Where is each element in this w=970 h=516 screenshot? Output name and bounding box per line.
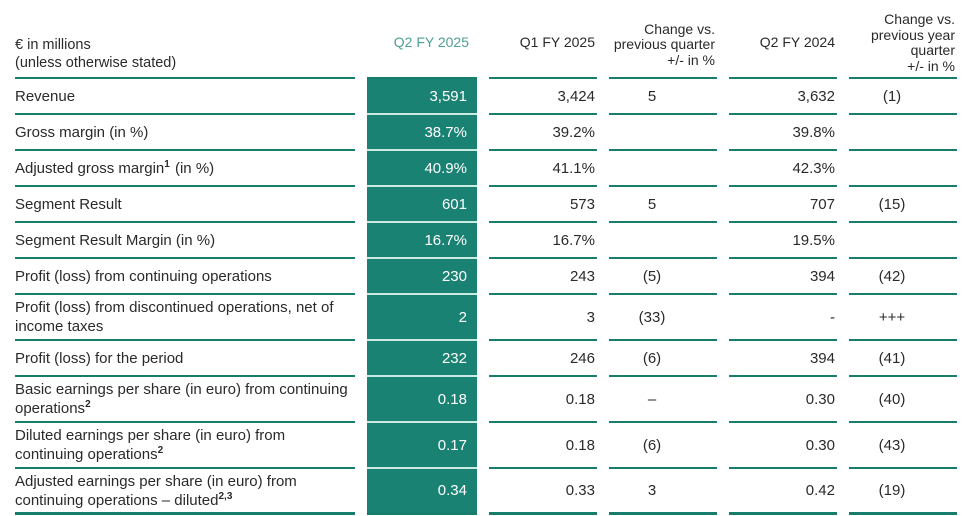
row-label: Adjusted gross margin1 (in %) [15,151,355,187]
value-q2-fy2025: 0.18 [367,377,477,423]
table-row-adjusted-eps: Adjusted earnings per share (in euro) fr… [15,469,957,515]
value-q2-fy2025: 16.7% [367,223,477,259]
footnote-marker: 2 [157,445,164,456]
value-q2-fy2025: 601 [367,187,477,223]
table-row-gross-margin: Gross margin (in %) 38.7% 39.2% 39.8% [15,115,957,151]
footnote-marker: 2,3 [218,490,233,502]
value-q2-fy2025: 0.34 [367,469,477,515]
value-q1-fy2025: 0.18 [489,423,597,469]
table-row-profit-discontinued: Profit (loss) from discontinued operatio… [15,295,957,341]
value-q1-fy2025: 0.18 [489,377,597,423]
value-q2-fy2025: 232 [367,341,477,377]
value-q1-fy2025: 16.7% [489,223,597,259]
value-q2-fy2024: 19.5% [729,223,837,259]
value-q2-fy2024: 3,632 [729,79,837,115]
footnote-marker: 2 [85,399,91,410]
row-label: Diluted earnings per share (in euro) fro… [15,423,355,469]
value-q2-fy2024: 0.30 [729,423,837,469]
value-q2-fy2025: 38.7% [367,115,477,151]
table-row-segment-result-margin: Segment Result Margin (in %) 16.7% 16.7%… [15,223,957,259]
value-q1-fy2025: 246 [489,341,597,377]
value-change-yoy: (42) [849,259,957,295]
value-change-qoq: (6) [609,423,717,469]
col-header-q2-fy2024: Q2 FY 2024 [729,34,837,79]
value-q2-fy2024: 394 [729,341,837,377]
value-change-qoq: – [609,377,717,423]
value-change-yoy [849,223,957,259]
value-q1-fy2025: 3,424 [489,79,597,115]
value-change-qoq [609,151,717,187]
table-row-segment-result: Segment Result 601 573 5 707 (15) [15,187,957,223]
unit-header: € in millions (unless otherwise stated) [15,36,355,79]
table-row-diluted-eps: Diluted earnings per share (in euro) fro… [15,423,957,469]
value-q1-fy2025: 243 [489,259,597,295]
value-q2-fy2024: 0.42 [729,469,837,515]
value-change-yoy: +++ [849,295,957,341]
value-change-yoy: (43) [849,423,957,469]
row-label: Profit (loss) for the period [15,341,355,377]
value-q2-fy2024: 42.3% [729,151,837,187]
value-q2-fy2025: 230 [367,259,477,295]
footnote-marker: 1 [164,158,170,170]
value-change-yoy [849,151,957,187]
row-label: Gross margin (in %) [15,115,355,151]
value-change-qoq [609,223,717,259]
value-change-qoq: (33) [609,295,717,341]
value-change-yoy: (15) [849,187,957,223]
value-change-qoq: 3 [609,469,717,515]
value-q2-fy2025: 40.9% [367,151,477,187]
value-q1-fy2025: 41.1% [489,151,597,187]
table-header: € in millions (unless otherwise stated) … [15,0,957,79]
value-q1-fy2025: 3 [489,295,597,341]
value-change-yoy: (40) [849,377,957,423]
row-label: Profit (loss) from discontinued operatio… [15,295,355,341]
value-change-yoy: (19) [849,469,957,515]
value-q1-fy2025: 39.2% [489,115,597,151]
row-label: Profit (loss) from continuing operations [15,259,355,295]
row-label: Segment Result Margin (in %) [15,223,355,259]
table-row-adjusted-gross-margin: Adjusted gross margin1 (in %) 40.9% 41.1… [15,151,957,187]
value-q2-fy2025: 3,591 [367,79,477,115]
value-change-yoy: (1) [849,79,957,115]
value-q2-fy2024: 0.30 [729,377,837,423]
col-header-change-qoq: Change vs. previous quarter +/- in % [609,21,717,79]
value-q2-fy2024: 707 [729,187,837,223]
value-q2-fy2024: 394 [729,259,837,295]
value-q2-fy2025: 2 [367,295,477,341]
value-change-qoq: (5) [609,259,717,295]
value-change-qoq: 5 [609,79,717,115]
table-row-basic-eps: Basic earnings per share (in euro) from … [15,377,957,423]
value-q2-fy2024: 39.8% [729,115,837,151]
value-change-qoq: 5 [609,187,717,223]
col-header-q1-fy2025: Q1 FY 2025 [489,34,597,79]
col-header-q2-fy2025: Q2 FY 2025 [367,34,477,79]
value-q2-fy2024: - [729,295,837,341]
value-q2-fy2025: 0.17 [367,423,477,469]
table-row-revenue: Revenue 3,591 3,424 5 3,632 (1) [15,79,957,115]
table-row-profit-period: Profit (loss) for the period 232 246 (6)… [15,341,957,377]
row-label: Segment Result [15,187,355,223]
row-label: Basic earnings per share (in euro) from … [15,377,355,423]
value-change-yoy: (41) [849,341,957,377]
row-label: Adjusted earnings per share (in euro) fr… [15,469,355,515]
value-q1-fy2025: 573 [489,187,597,223]
value-q1-fy2025: 0.33 [489,469,597,515]
value-change-qoq [609,115,717,151]
col-header-change-yoy: Change vs. previous year quarter +/- in … [849,11,957,79]
value-change-yoy [849,115,957,151]
value-change-qoq: (6) [609,341,717,377]
row-label: Revenue [15,79,355,115]
table-row-profit-continuing: Profit (loss) from continuing operations… [15,259,957,295]
